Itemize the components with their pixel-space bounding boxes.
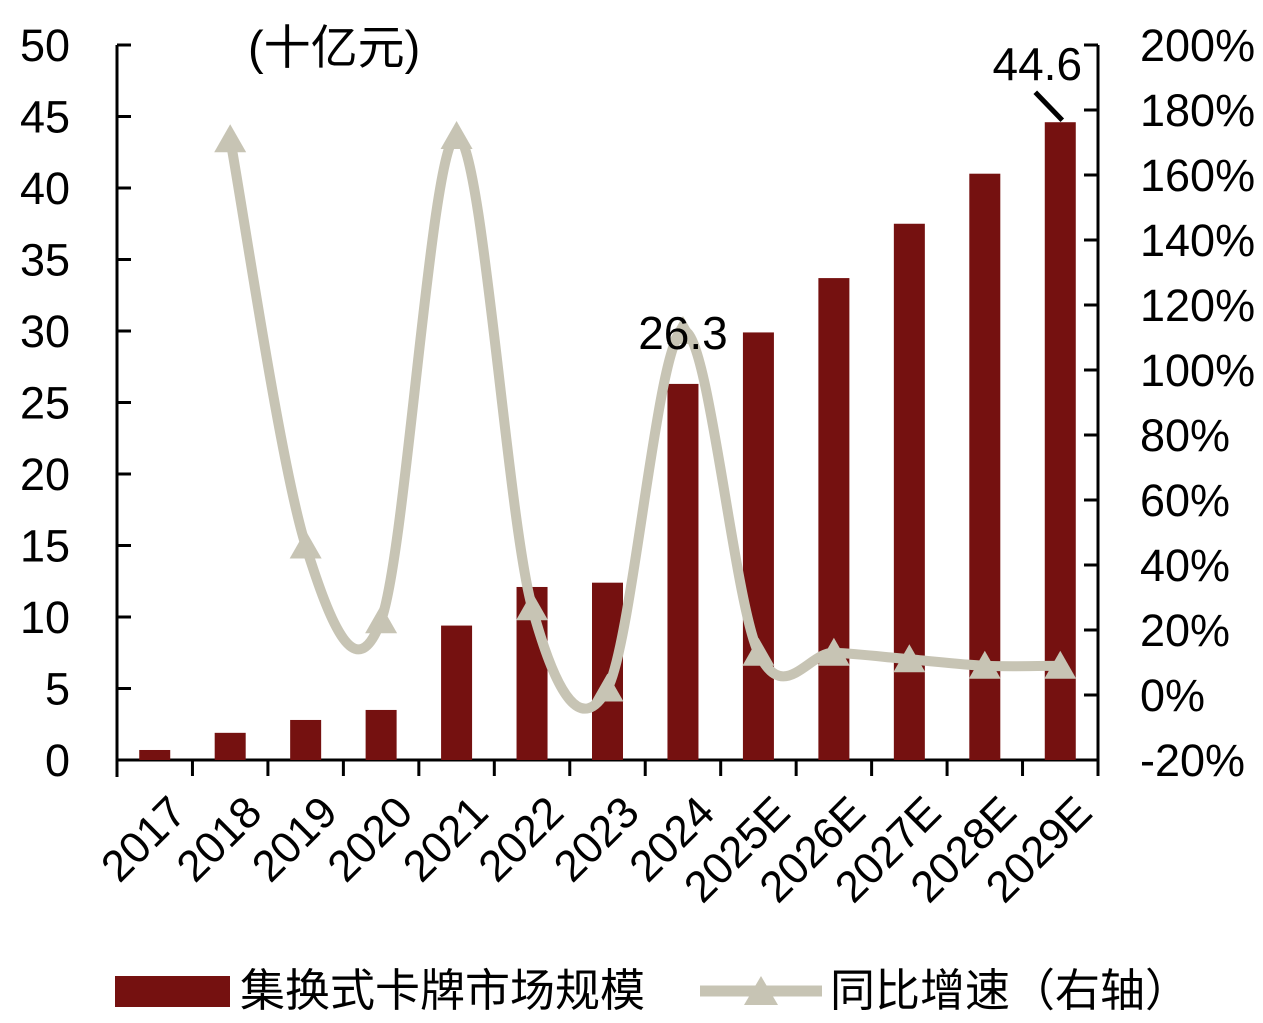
legend-line-marker-icon [744,976,778,1005]
x-category-label: 2020 [318,787,422,891]
line-marker-2028E [968,650,1001,679]
right-axis-tick-label: 140% [1140,215,1255,266]
bar-2018 [214,732,246,760]
callout-line-2029E [1033,90,1065,122]
line-marker-2021 [440,121,473,149]
right-axis-tick-label: 160% [1140,150,1255,201]
right-axis-tick-label: 0% [1140,670,1205,721]
line-marker-2020 [365,605,398,634]
bar-2024 [667,383,699,760]
line-marker-2025E [742,637,775,666]
legend-line-label: 同比增速（右轴） [830,965,1190,1016]
right-axis-tick-label: 80% [1140,410,1230,461]
line-marker-2022 [516,592,549,621]
x-category-label: 2019 [243,787,347,891]
line-series-layer [214,121,1077,714]
x-category-label: 2018 [167,787,271,891]
line-marker-2029E [1044,650,1077,679]
left-axis-tick-label: 20 [20,449,70,500]
x-category-label: 2017 [92,787,196,891]
bar-2017 [139,749,171,760]
left-axis-tick-label: 35 [20,235,70,286]
right-axis-tick-label: 200% [1140,20,1255,71]
left-axis-tick-label: 0 [45,735,70,786]
bar-2021 [441,625,473,760]
x-category-label: 2021 [394,787,498,891]
x-category-label: 2023 [545,787,649,891]
left-axis-tick-label: 30 [20,306,70,357]
bar-2020 [365,709,397,760]
data-label-2029E: 44.6 [993,38,1083,90]
axis-unit-label: (十亿元) [248,21,420,74]
left-axis-tick-label: 5 [45,664,70,715]
left-axis-tick-label: 50 [20,20,70,71]
bar-2027E [893,223,925,760]
left-axis-tick-label: 25 [20,378,70,429]
legend-bar-swatch [115,976,230,1007]
right-axis-tick-label: 20% [1140,605,1230,656]
line-marker-2024 [666,316,699,344]
line-marker-2027E [893,644,926,673]
bar-2025E [742,332,774,760]
right-axis-tick-label: 100% [1140,345,1255,396]
bar-2019 [290,719,322,760]
right-axis-tick-label: 180% [1140,85,1255,136]
legend: 集换式卡牌市场规模 同比增速（右轴） [115,965,1190,1016]
bar-2026E [818,278,850,760]
growth-line [225,131,1066,714]
legend-bar-label: 集换式卡牌市场规模 [240,965,645,1016]
left-axis-tick-label: 45 [20,92,70,143]
right-axis-tick-label: 60% [1140,475,1230,526]
line-marker-2026E [817,637,850,666]
right-axis-tick-label: 40% [1140,540,1230,591]
right-axis-tick-label: -20% [1140,735,1245,786]
line-marker-2019 [289,530,322,559]
line-marker-2023 [591,673,624,702]
annotations-layer: 26.3 44.6 [638,38,1082,359]
left-axis-tick-label: 15 [20,521,70,572]
line-marker-2018 [214,124,247,153]
left-axis-tick-label: 40 [20,163,70,214]
right-axis-tick-label: 120% [1140,280,1255,331]
left-axis-tick-label: 10 [20,592,70,643]
x-category-label: 2022 [469,787,573,891]
data-label-2024: 26.3 [638,307,728,359]
